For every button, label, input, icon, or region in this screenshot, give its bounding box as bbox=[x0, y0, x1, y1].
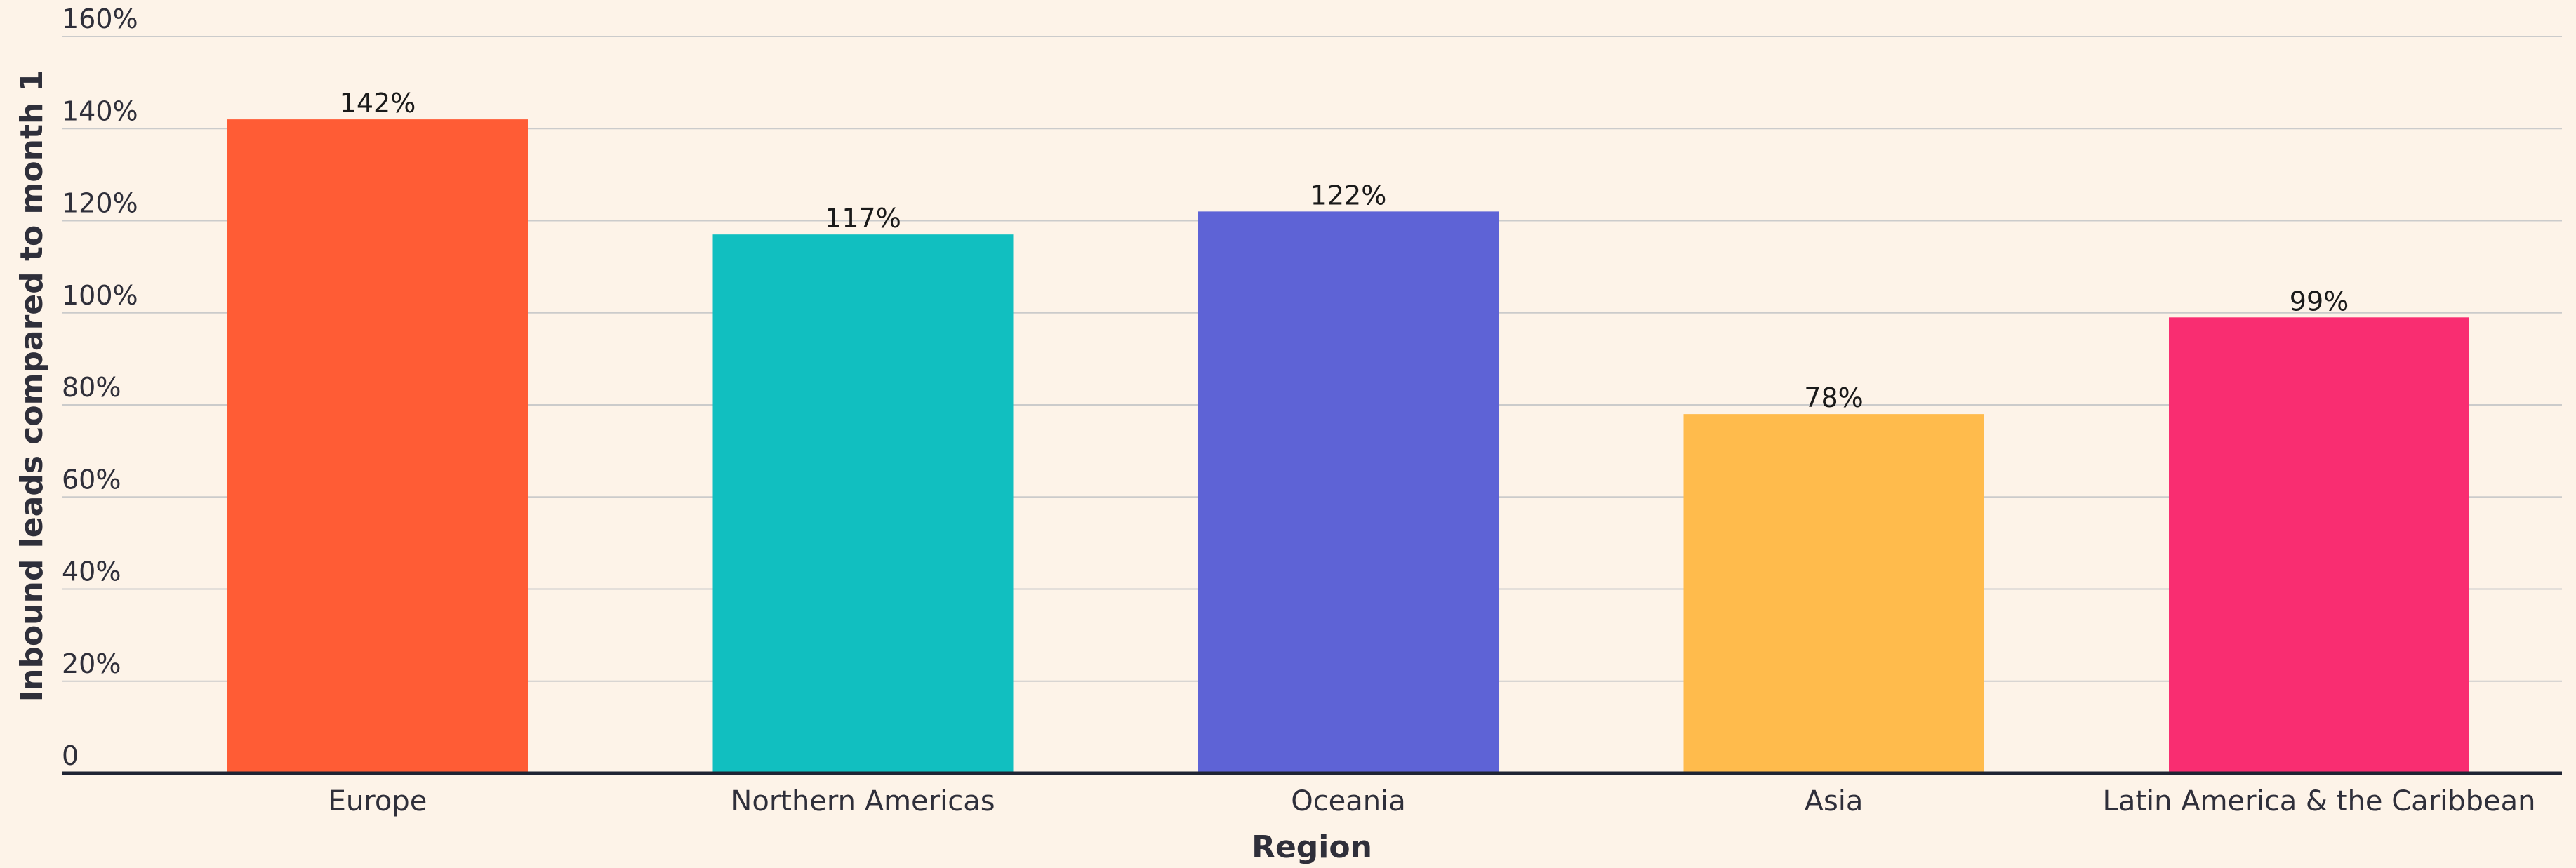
bars bbox=[227, 119, 2469, 773]
bar bbox=[2169, 317, 2469, 773]
x-tick-label: Europe bbox=[328, 785, 427, 817]
bar bbox=[712, 234, 1014, 773]
bar-data-label: 122% bbox=[1310, 180, 1387, 211]
bar bbox=[227, 119, 528, 773]
bar-data-label: 99% bbox=[2290, 286, 2349, 316]
bar-data-label: 142% bbox=[340, 88, 416, 119]
y-tick-label: 0 bbox=[62, 740, 79, 771]
bar bbox=[1683, 414, 1984, 773]
y-tick-label: 40% bbox=[62, 556, 121, 587]
x-tick-label: Asia bbox=[1805, 785, 1864, 817]
x-axis-title: Region bbox=[1252, 829, 1372, 865]
y-tick-label: 80% bbox=[62, 372, 121, 403]
x-tick-label: Latin America & the Caribbean bbox=[2103, 785, 2536, 817]
y-tick-label: 140% bbox=[62, 95, 138, 126]
bar-data-label: 117% bbox=[825, 203, 901, 234]
bar bbox=[1198, 211, 1499, 773]
y-tick-label: 20% bbox=[62, 648, 121, 679]
y-tick-label: 100% bbox=[62, 280, 138, 311]
y-tick-label: 120% bbox=[62, 188, 138, 219]
y-tick-label: 160% bbox=[62, 4, 138, 34]
x-tick-label: Northern Americas bbox=[731, 785, 995, 817]
x-tick-label: Oceania bbox=[1291, 785, 1406, 817]
y-tick-label: 60% bbox=[62, 464, 121, 495]
y-axis-ticks: 0 20% 40% 60% 80% 100% 120% 140% 160% bbox=[62, 4, 138, 771]
bar-data-label: 78% bbox=[1804, 382, 1863, 413]
x-axis-ticks: Europe Northern Americas Oceania Asia Latin … bbox=[328, 785, 2536, 817]
data-labels: 142% 117% 122% 78% 99% bbox=[340, 88, 2349, 413]
y-axis-title: Inbound leads compared to month 1 bbox=[14, 70, 50, 702]
